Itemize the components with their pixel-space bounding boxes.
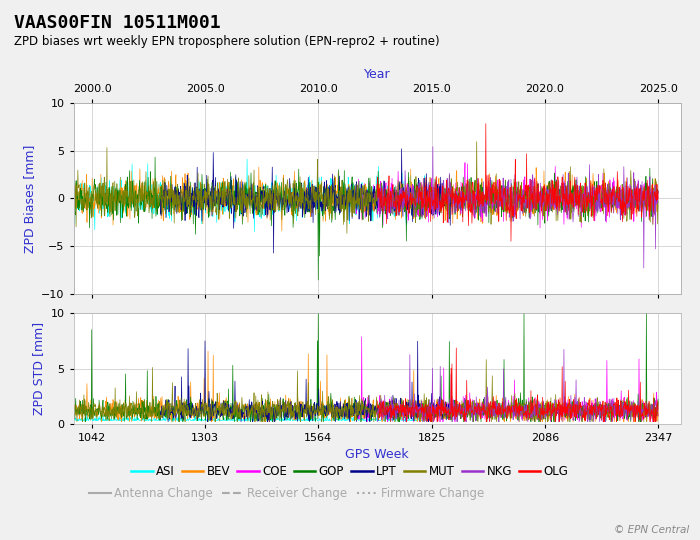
Text: ZPD biases wrt weekly EPN troposphere solution (EPN-repro2 + routine): ZPD biases wrt weekly EPN troposphere so…	[14, 35, 440, 48]
X-axis label: GPS Week: GPS Week	[346, 449, 409, 462]
Legend: Antenna Change, Receiver Change, Firmware Change: Antenna Change, Receiver Change, Firmwar…	[85, 482, 489, 504]
Legend: ASI, BEV, COE, GOP, LPT, MUT, NKG, OLG: ASI, BEV, COE, GOP, LPT, MUT, NKG, OLG	[127, 461, 573, 483]
Text: VAAS00FIN 10511M001: VAAS00FIN 10511M001	[14, 14, 220, 31]
X-axis label: Year: Year	[364, 68, 391, 81]
Y-axis label: ZPD STD [mm]: ZPD STD [mm]	[32, 322, 45, 415]
Y-axis label: ZPD Biases [mm]: ZPD Biases [mm]	[22, 144, 36, 253]
Text: © EPN Central: © EPN Central	[615, 524, 690, 535]
